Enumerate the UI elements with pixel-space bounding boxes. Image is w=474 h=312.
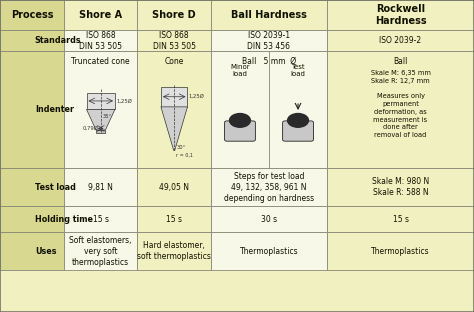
Polygon shape: [161, 87, 188, 107]
Text: Uses: Uses: [35, 247, 56, 256]
Polygon shape: [96, 130, 105, 133]
Text: 35°: 35°: [103, 114, 112, 119]
Text: Steps for test load
49, 132, 358, 961 N
depending on hardness: Steps for test load 49, 132, 358, 961 N …: [224, 172, 314, 203]
Bar: [64, 206, 137, 232]
FancyBboxPatch shape: [225, 121, 255, 141]
Text: Standards: Standards: [35, 36, 82, 45]
Bar: [211, 168, 327, 206]
FancyBboxPatch shape: [283, 121, 313, 141]
Bar: [211, 0, 327, 30]
Text: Process: Process: [11, 10, 53, 20]
Text: Cone: Cone: [164, 57, 184, 66]
Bar: [64, 51, 137, 168]
Bar: [137, 206, 211, 232]
Bar: [211, 232, 327, 270]
Text: 15 s: 15 s: [166, 215, 182, 224]
Bar: [137, 51, 211, 168]
Bar: [0, 206, 64, 232]
Text: Ball   5 mm  Ø: Ball 5 mm Ø: [242, 57, 296, 66]
Text: 1,25Ø: 1,25Ø: [117, 98, 132, 104]
Bar: [0, 30, 64, 51]
Bar: [327, 0, 474, 30]
Bar: [64, 30, 137, 51]
Circle shape: [229, 114, 250, 127]
Text: ISO 2039-2: ISO 2039-2: [380, 36, 421, 45]
Bar: [327, 168, 474, 206]
Bar: [64, 0, 137, 30]
Bar: [0, 51, 64, 168]
Bar: [137, 0, 211, 30]
Bar: [0, 0, 64, 30]
Bar: [0, 168, 64, 206]
Text: Skale M: 980 N
Skale R: 588 N: Skale M: 980 N Skale R: 588 N: [372, 177, 429, 197]
Text: 9,81 N: 9,81 N: [88, 183, 113, 192]
Circle shape: [288, 114, 309, 127]
Text: Test
load: Test load: [291, 64, 305, 77]
Bar: [211, 30, 327, 51]
Text: Holding time: Holding time: [35, 215, 93, 224]
Text: Minor
load: Minor load: [230, 64, 250, 77]
Bar: [64, 232, 137, 270]
Bar: [327, 232, 474, 270]
Polygon shape: [161, 107, 188, 151]
Text: ISO 2039-1
DIN 53 456: ISO 2039-1 DIN 53 456: [247, 31, 291, 51]
Text: Indenter: Indenter: [35, 105, 74, 115]
Text: Soft elastomers,
very soft
thermoplastics: Soft elastomers, very soft thermoplastic…: [70, 236, 132, 267]
Text: 30 s: 30 s: [261, 215, 277, 224]
Text: r = 0,1: r = 0,1: [175, 153, 192, 158]
Text: Ball: Ball: [393, 57, 408, 66]
Text: ISO 868
DIN 53 505: ISO 868 DIN 53 505: [79, 31, 122, 51]
Bar: [327, 30, 474, 51]
Text: Rockwell
Hardness: Rockwell Hardness: [375, 4, 426, 26]
Text: 49,05 N: 49,05 N: [159, 183, 189, 192]
Polygon shape: [86, 92, 115, 110]
Bar: [327, 51, 474, 168]
Bar: [0, 232, 64, 270]
Bar: [64, 168, 137, 206]
Text: Ball Hardness: Ball Hardness: [231, 10, 307, 20]
Bar: [137, 232, 211, 270]
Text: 30°: 30°: [176, 144, 186, 149]
Text: 15 s: 15 s: [93, 215, 109, 224]
Polygon shape: [86, 110, 115, 130]
Text: Shore D: Shore D: [152, 10, 196, 20]
Text: 0,79Ø: 0,79Ø: [82, 126, 99, 131]
Bar: [211, 51, 327, 168]
Bar: [137, 30, 211, 51]
Text: Hard elastomer,
soft thermoplastics: Hard elastomer, soft thermoplastics: [137, 241, 211, 261]
Text: Thermoplastics: Thermoplastics: [371, 247, 430, 256]
Bar: [327, 206, 474, 232]
Bar: [137, 168, 211, 206]
Text: Shore A: Shore A: [79, 10, 122, 20]
Text: ISO 868
DIN 53 505: ISO 868 DIN 53 505: [153, 31, 196, 51]
Text: Test load: Test load: [35, 183, 76, 192]
Text: 1,25Ø: 1,25Ø: [189, 94, 205, 99]
Text: Thermoplastics: Thermoplastics: [240, 247, 298, 256]
Bar: [211, 206, 327, 232]
Text: Truncated cone: Truncated cone: [72, 57, 130, 66]
Text: 15 s: 15 s: [392, 215, 409, 224]
Text: Skale M: 6,35 mm
Skale R: 12,7 mm

Measures only
permanent
deformation, as
measu: Skale M: 6,35 mm Skale R: 12,7 mm Measur…: [371, 70, 430, 138]
